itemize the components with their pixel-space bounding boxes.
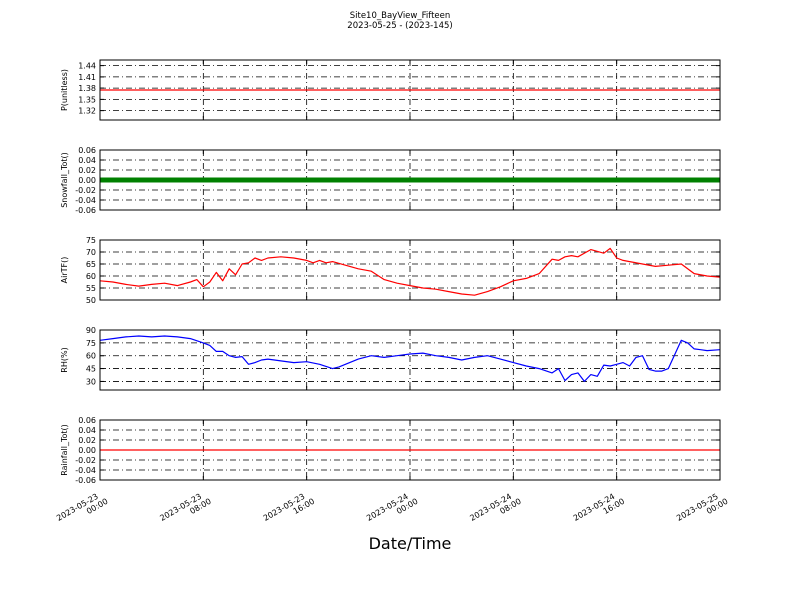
panel-5-ytick-label: -0.02 bbox=[75, 456, 96, 465]
panel-5-ytick-label: -0.06 bbox=[75, 476, 96, 485]
panel-2-ytick-label: -0.06 bbox=[75, 206, 96, 215]
panel-1-frame bbox=[99, 59, 721, 121]
panel-3-series-line bbox=[99, 247, 721, 296]
x-tick-label: 2023-05-2316:00 bbox=[262, 489, 316, 531]
x-tick-label: 2023-05-2416:00 bbox=[572, 489, 626, 531]
panel-1-ytick-label: 1.38 bbox=[78, 84, 96, 93]
panel-5-ytick-label: 0.04 bbox=[78, 426, 96, 435]
panel-2-ytick-label: 0.06 bbox=[78, 146, 96, 155]
panel-5-ytick-label: 0.00 bbox=[78, 446, 96, 455]
x-tick-label: 2023-05-2300:00 bbox=[55, 489, 109, 531]
panel-3-ytick-label: 50 bbox=[86, 296, 96, 305]
panel-3-ytick-label: 75 bbox=[86, 236, 96, 245]
x-tick-label: 2023-05-2400:00 bbox=[365, 489, 419, 531]
x-tick-label: 2023-05-2308:00 bbox=[158, 489, 212, 531]
panel-4-ytick-label: 30 bbox=[86, 377, 96, 386]
panel-1-ytick-label: 1.44 bbox=[78, 62, 96, 71]
panel-1-ytick-label: 1.35 bbox=[78, 95, 96, 104]
panel-2-ytick-label: -0.02 bbox=[75, 186, 96, 195]
panel-4-series-line bbox=[99, 335, 721, 382]
panel-5-ytick-label: 0.06 bbox=[78, 416, 96, 425]
panel-4-ytick-label: 45 bbox=[86, 365, 96, 374]
panel-1-ytick-label: 1.41 bbox=[78, 73, 96, 82]
panel-2-ytick-label: -0.04 bbox=[75, 196, 96, 205]
panel-3-ylabel: AirTF() bbox=[60, 257, 69, 284]
panel-2-ytick-label: 0.04 bbox=[78, 156, 96, 165]
panel-4-ylabel: RH(%) bbox=[60, 347, 69, 372]
panel-4-ytick-label: 90 bbox=[86, 326, 96, 335]
panel-1-ylabel: P(unitless) bbox=[60, 69, 69, 111]
panel-5-frame bbox=[99, 419, 721, 481]
panel-2-ytick-label: 0.00 bbox=[78, 176, 96, 185]
panel-3-ytick-label: 70 bbox=[86, 248, 96, 257]
x-axis-label: Date/Time bbox=[368, 534, 452, 553]
x-tick-label: 2023-05-2408:00 bbox=[468, 489, 522, 531]
panel-3-ytick-label: 55 bbox=[86, 284, 96, 293]
x-tick-label: 2023-05-2500:00 bbox=[675, 489, 729, 531]
panel-3-ytick-label: 60 bbox=[86, 272, 96, 281]
chart-subtitle: 2023-05-25 - (2023-145) bbox=[347, 21, 453, 31]
panel-3-frame bbox=[99, 239, 721, 301]
panel-5-ytick-label: 0.02 bbox=[78, 436, 96, 445]
panel-2-frame bbox=[99, 149, 721, 211]
panel-3-ytick-label: 65 bbox=[86, 260, 96, 269]
panel-4-frame bbox=[99, 329, 721, 391]
panel-5-ylabel: Rainfall_Tot() bbox=[60, 424, 69, 476]
panel-5-ytick-label: -0.04 bbox=[75, 466, 96, 475]
panel-4-ytick-label: 75 bbox=[86, 339, 96, 348]
panel-1-ytick-label: 1.32 bbox=[78, 107, 96, 116]
panel-2-ytick-label: 0.02 bbox=[78, 166, 96, 175]
chart-title: Site10_BayView_Fifteen bbox=[349, 11, 451, 21]
panel-4-ytick-label: 60 bbox=[86, 352, 96, 361]
panel-2-ylabel: Snowfall_Tot() bbox=[60, 152, 69, 208]
